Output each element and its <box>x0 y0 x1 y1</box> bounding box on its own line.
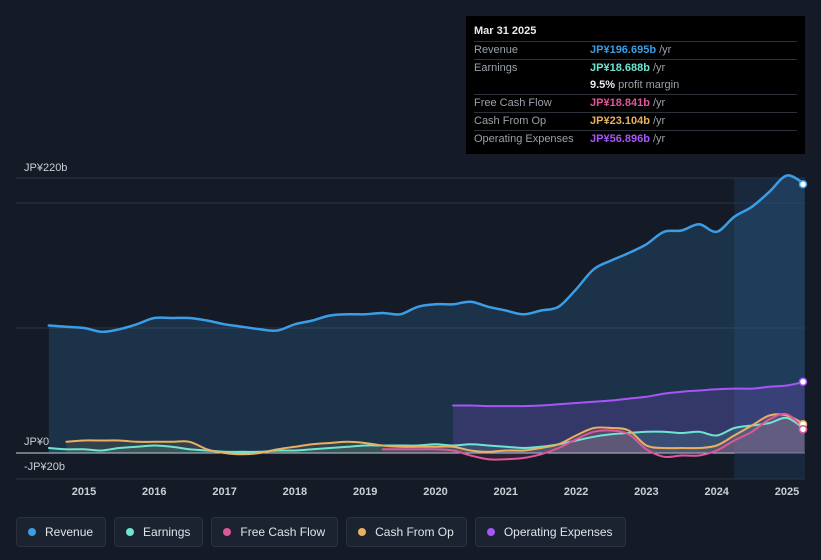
tooltip-unit: /yr <box>659 44 672 56</box>
legend-item-operating-expenses[interactable]: Operating Expenses <box>474 517 626 547</box>
tooltip-label: Operating Expenses <box>474 133 574 145</box>
tooltip-value: JP¥18.688b <box>590 62 650 74</box>
tooltip-row-free-cash-flow: Free Cash Flow JP¥18.841b /yr <box>474 94 797 112</box>
revenue-end-marker <box>798 180 808 189</box>
y-tick-label: JP¥220b <box>24 162 67 174</box>
legend-dot-icon <box>223 528 232 536</box>
y-axis-labels: JP¥220b JP¥0 -JP¥20b <box>24 162 67 473</box>
x-tick-label: 2025 <box>775 486 799 498</box>
earnings-line <box>47 416 806 453</box>
tooltip-label: Free Cash Flow <box>474 97 552 109</box>
revenue-line <box>47 174 806 334</box>
tooltip-label <box>474 77 590 94</box>
legend-label: Revenue <box>45 525 94 539</box>
tooltip-unit: /yr <box>652 62 666 74</box>
y-tick-label: -JP¥20b <box>24 461 65 473</box>
x-tick-label: 2019 <box>353 486 377 498</box>
legend-dot-icon <box>126 528 135 536</box>
legend-item-cash-from-op[interactable]: Cash From Op <box>346 517 467 547</box>
legend-item-revenue[interactable]: Revenue <box>16 517 107 547</box>
legend-dot-icon <box>358 528 367 536</box>
tooltip-unit: profit margin <box>618 79 680 91</box>
legend-item-free-cash-flow[interactable]: Free Cash Flow <box>211 517 339 547</box>
tooltip-unit: /yr <box>652 133 666 145</box>
tooltip-unit: /yr <box>652 97 666 109</box>
earnings-area <box>48 417 805 453</box>
tooltip-value: JP¥18.841b <box>590 97 650 109</box>
series-end-markers <box>798 180 808 434</box>
x-tick-label: 2023 <box>634 486 658 498</box>
tooltip-row-revenue: Revenue JP¥196.695b /yr <box>474 41 797 59</box>
operating-expenses-line <box>452 380 806 408</box>
legend-label: Free Cash Flow <box>240 525 326 539</box>
tooltip-label: Revenue <box>474 44 519 56</box>
tooltip-row-profit-margin: 9.5% profit margin <box>474 77 797 94</box>
legend-item-earnings[interactable]: Earnings <box>114 517 204 547</box>
tooltip-value: JP¥23.104b <box>590 115 650 127</box>
tooltip-unit: /yr <box>652 115 666 127</box>
x-tick-label: 2017 <box>212 486 236 498</box>
tooltip-label: Cash From Op <box>474 115 547 127</box>
x-tick-label: 2020 <box>423 486 447 498</box>
series-lines <box>47 174 806 461</box>
x-tick-label: 2015 <box>72 486 96 498</box>
tooltip-value: JP¥196.695b <box>590 44 657 56</box>
revenue-area <box>48 175 805 454</box>
x-tick-label: 2021 <box>494 486 518 498</box>
x-tick-label: 2024 <box>704 486 729 498</box>
operating-expenses-end-marker <box>798 377 808 386</box>
cash-from-op-line <box>65 413 806 456</box>
tooltip-value: JP¥56.896b <box>590 133 650 145</box>
grid-lines <box>16 177 805 480</box>
tooltip-row-operating-expenses: Operating Expenses JP¥56.896b /yr <box>474 130 797 148</box>
x-tick-label: 2022 <box>564 486 588 498</box>
legend-dot-icon <box>28 528 36 536</box>
x-tick-label: 2016 <box>142 486 166 498</box>
data-tooltip: Mar 31 2025 Revenue JP¥196.695b /yr Earn… <box>466 16 805 154</box>
x-tick-label: 2018 <box>283 486 307 498</box>
tooltip-label: Earnings <box>474 62 518 74</box>
cash-from-op-area <box>66 414 805 455</box>
chart-legend: Revenue Earnings Free Cash Flow Cash Fro… <box>16 517 626 549</box>
x-axis-labels: 2015 2016 2017 2018 2019 2020 2021 2022 2023 2024… <box>72 486 799 498</box>
legend-dot-icon <box>486 528 495 536</box>
tooltip-row-earnings: Earnings JP¥18.688b /yr <box>474 59 797 77</box>
tooltip-row-cash-from-op: Cash From Op JP¥23.104b /yr <box>474 112 797 130</box>
free-cash-flow-line <box>381 412 806 461</box>
tooltip-date: Mar 31 2025 <box>474 25 537 37</box>
y-tick-label: JP¥0 <box>24 436 49 448</box>
legend-label: Earnings <box>143 525 191 539</box>
free-cash-flow-end-marker <box>798 425 808 434</box>
legend-label: Cash From Op <box>375 525 454 539</box>
legend-label: Operating Expenses <box>503 525 613 539</box>
tooltip-value: 9.5% <box>590 79 616 91</box>
